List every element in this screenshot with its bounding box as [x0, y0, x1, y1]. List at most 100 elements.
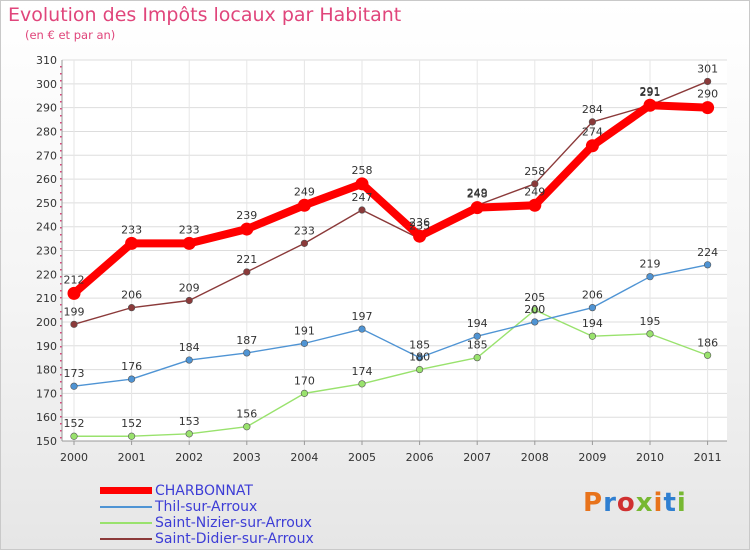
y-axis-dot	[60, 94, 62, 96]
data-label-saint_nizier: 153	[179, 415, 200, 428]
y-axis-dot	[60, 325, 62, 327]
data-label-charbonnat: 249	[524, 185, 545, 198]
y-axis-dot	[60, 311, 62, 313]
y-axis-dot	[60, 220, 62, 222]
data-label-charbonnat: 236	[409, 216, 430, 229]
data-point-charbonnat	[125, 236, 139, 250]
y-axis-dot	[60, 234, 62, 236]
y-axis-dot	[60, 87, 62, 89]
x-tick-label: 2001	[118, 451, 146, 464]
grid	[62, 59, 727, 442]
y-axis-dot	[60, 437, 62, 439]
y-tick-label: 190	[36, 340, 57, 353]
data-point-saint_nizier	[185, 430, 193, 438]
y-axis-dot	[60, 262, 62, 264]
y-axis-dot	[60, 402, 62, 404]
data-point-thil	[128, 375, 136, 383]
line-chart: 150 160 170 180 190 200 210 220 230 240 250 260 270 2…	[36, 54, 727, 464]
data-point-saint_didier	[128, 304, 136, 312]
data-label-charbonnat: 249	[294, 185, 315, 198]
x-tick-label: 2011	[694, 451, 722, 464]
x-tick-label: 2008	[521, 451, 549, 464]
data-label-saint_didier: 233	[294, 224, 315, 237]
data-label-saint_didier: 284	[582, 103, 603, 116]
data-label-saint_didier: 247	[352, 191, 373, 204]
y-tick-label: 170	[36, 387, 57, 400]
y-tick-label: 260	[36, 173, 57, 186]
y-axis-dot	[60, 241, 62, 243]
data-point-saint_didier	[70, 320, 78, 328]
data-label-thil: 191	[294, 324, 315, 337]
data-label-thil: 187	[236, 334, 257, 347]
y-axis-dot	[60, 388, 62, 390]
data-point-thil	[473, 332, 481, 340]
y-tick-label: 290	[36, 102, 57, 115]
y-axis-dot	[60, 143, 62, 145]
data-label-saint_nizier: 186	[697, 336, 718, 349]
y-axis-dot	[60, 80, 62, 82]
logo-letter: i	[653, 488, 664, 518]
data-label-charbonnat: 212	[64, 273, 85, 286]
data-point-charbonnat	[297, 198, 311, 212]
data-label-saint_didier: 258	[524, 165, 545, 178]
legend-label-charbonnat: CHARBONNAT	[155, 483, 253, 499]
data-point-thil	[300, 339, 309, 347]
data-label-saint_nizier: 194	[582, 317, 603, 330]
y-axis-dot	[60, 409, 62, 411]
y-axis-dot	[60, 108, 62, 110]
data-point-charbonnat	[413, 229, 427, 243]
y-axis-dot	[60, 395, 62, 397]
data-label-thil: 194	[467, 317, 488, 330]
y-axis-dot	[60, 101, 62, 103]
y-axis-dot	[60, 136, 62, 138]
data-label-thil: 173	[64, 367, 85, 380]
y-axis-dot	[60, 164, 62, 166]
y-tick-label: 200	[36, 316, 57, 329]
data-point-saint_nizier	[416, 365, 424, 374]
y-tick-label: 250	[36, 197, 57, 210]
logo-letter: t	[663, 488, 677, 518]
y-axis-dot	[60, 297, 62, 299]
y-axis-dot	[60, 332, 62, 334]
data-label-saint_didier: 206	[121, 289, 142, 302]
data-point-charbonnat	[182, 236, 196, 250]
y-axis-dot	[60, 171, 62, 173]
data-label-saint_didier: 235	[409, 220, 430, 233]
y-axis-dot	[60, 185, 62, 187]
data-point-saint_nizier	[703, 351, 712, 359]
data-point-thil	[703, 261, 712, 269]
data-label-thil: 185	[409, 339, 430, 352]
data-label-charbonnat: 291	[640, 85, 661, 98]
data-label-saint_nizier: 185	[467, 339, 488, 352]
data-label-charbonnat: 248	[467, 188, 488, 201]
data-label-thil: 224	[697, 246, 718, 259]
legend-swatch-thil	[100, 506, 152, 508]
data-label-saint_nizier: 152	[64, 417, 85, 430]
series-line-charbonnat	[70, 101, 712, 298]
data-label-thil: 184	[179, 341, 200, 354]
legend-label-saint-didier: Saint-Didier-sur-Arroux	[155, 531, 314, 547]
y-tick-label: 310	[36, 54, 57, 67]
data-label-saint_nizier: 195	[640, 315, 661, 328]
data-label-charbonnat: 233	[179, 223, 200, 236]
legend-swatch-saint-nizier	[100, 522, 152, 524]
y-axis-dot	[60, 318, 62, 320]
y-tick-label: 240	[36, 221, 57, 234]
chart-title: Evolution des Impôts locaux par Habitant	[8, 4, 402, 26]
data-label-saint_nizier: 152	[121, 417, 142, 430]
y-axis-dot	[60, 122, 62, 124]
y-tick-label: 300	[36, 78, 57, 91]
y-axis-dot	[60, 227, 62, 229]
data-label-charbonnat: 233	[121, 223, 142, 236]
y-axis-dot	[60, 73, 62, 75]
y-tick-label: 230	[36, 245, 57, 258]
series-lines	[67, 77, 715, 440]
y-axis-dot	[60, 150, 62, 152]
y-tick-label: 220	[36, 268, 57, 281]
y-axis-dot	[60, 66, 62, 68]
y-axis-dot	[60, 346, 62, 348]
x-tick-label: 2010	[636, 451, 664, 464]
logo-letter: o	[616, 488, 636, 518]
data-label-charbonnat: 258	[352, 164, 373, 177]
